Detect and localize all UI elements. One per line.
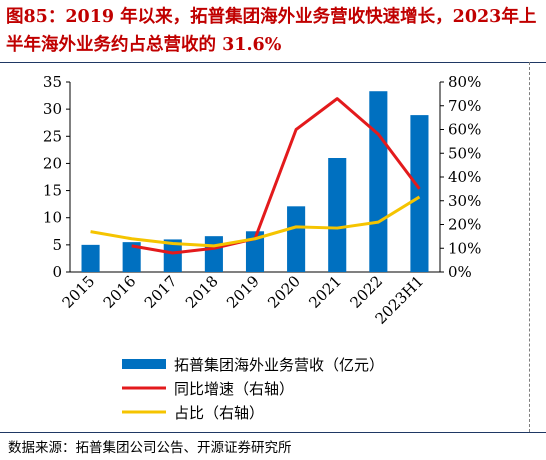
bar [122, 242, 141, 272]
title-divider [0, 62, 546, 63]
left-tick-label: 15 [43, 182, 62, 200]
left-tick-label: 30 [43, 100, 62, 118]
right-border-line [529, 62, 530, 432]
bar [163, 239, 182, 272]
bar [369, 91, 388, 272]
right-tick-label: 0% [448, 263, 472, 281]
legend-label-revenue: 拓普集团海外业务营收（亿元） [174, 355, 385, 374]
legend-item-growth: 同比增速（右轴） [122, 376, 384, 400]
legend-label-growth: 同比增速（右轴） [174, 379, 295, 398]
x-tick-label: 2016 [100, 272, 140, 312]
source-divider [0, 432, 546, 433]
left-tick-label: 0 [52, 263, 62, 281]
left-tick-label: 35 [43, 73, 62, 91]
legend-swatch-growth [122, 386, 166, 390]
legend: 拓普集团海外业务营收（亿元） 同比增速（右轴） 占比（右轴） [122, 352, 384, 424]
share-line [90, 195, 421, 248]
x-tick-label: 2015 [59, 272, 99, 312]
left-tick-label: 5 [52, 236, 62, 254]
right-tick-label: 80% [448, 73, 481, 91]
x-tick-label: 2017 [141, 272, 181, 312]
legend-label-share: 占比（右轴） [174, 403, 265, 422]
right-tick-label: 50% [448, 144, 481, 162]
x-tick-label: 2021 [305, 272, 345, 312]
legend-item-share: 占比（右轴） [122, 400, 384, 424]
bar [287, 206, 306, 272]
left-tick-label: 10 [43, 209, 62, 227]
legend-item-revenue: 拓普集团海外业务营收（亿元） [122, 352, 384, 376]
bar [328, 158, 347, 272]
figure-title: 图85：2019 年以来，拓普集团海外业务营收快速增长，2023年上半年海外业务… [6, 7, 537, 55]
legend-swatch-share [122, 410, 166, 414]
x-tick-label: 2018 [182, 272, 222, 312]
left-tick-label: 25 [43, 127, 62, 145]
growth-line [131, 97, 421, 255]
right-tick-label: 20% [448, 216, 481, 234]
left-tick-label: 20 [43, 154, 62, 172]
x-tick-label: 2019 [223, 272, 263, 312]
bar-series [81, 91, 429, 272]
right-tick-label: 40% [448, 168, 481, 186]
source-note: 数据来源：拓普集团公司公告、开源证券研究所 [8, 440, 292, 456]
bar [204, 236, 223, 272]
bar [81, 244, 100, 272]
right-tick-label: 70% [448, 97, 481, 115]
line-series [90, 97, 421, 255]
x-tick-label: 2020 [264, 272, 304, 312]
legend-swatch-revenue [122, 359, 166, 369]
right-tick-label: 30% [448, 192, 481, 210]
bar [245, 231, 265, 272]
right-tick-label: 10% [448, 239, 481, 257]
chart: 0 5 10 15 20 25 30 35 0% 10% 20% 30% 40% 50% 60% 70% 80%… [43, 73, 481, 328]
bar [410, 115, 429, 272]
right-tick-label: 60% [448, 121, 481, 139]
